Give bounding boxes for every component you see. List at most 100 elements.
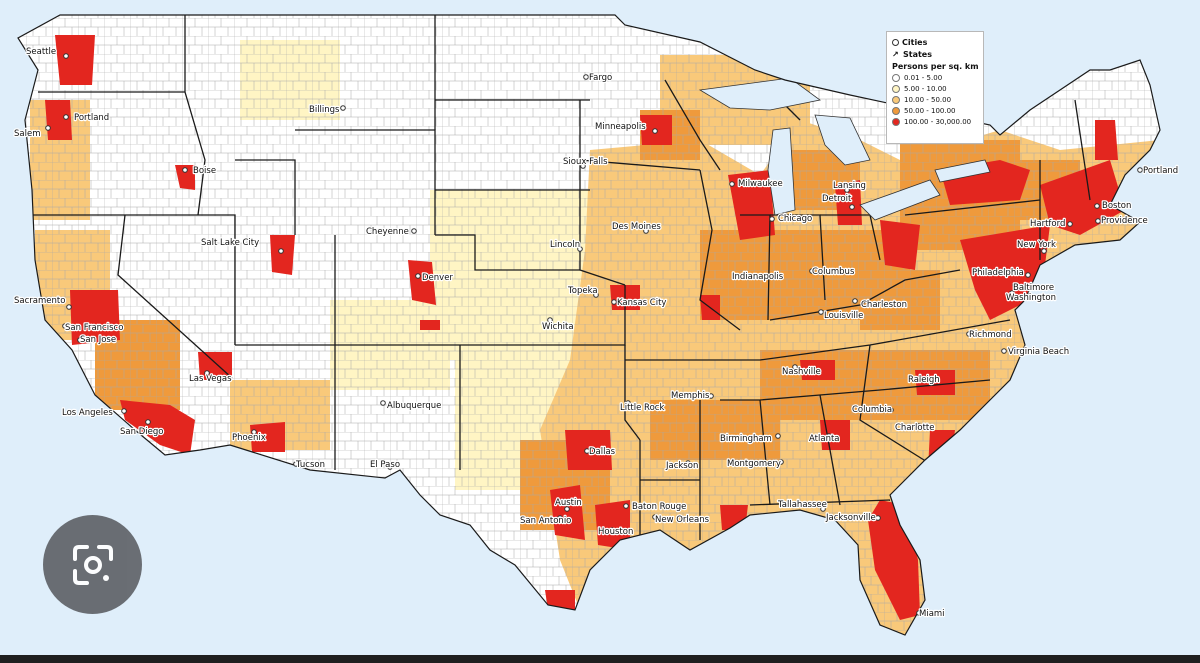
city-dot [564, 506, 570, 512]
city-marker: Little Rock [619, 400, 666, 414]
city-layer: Seattle Portland Salem Boise Billings Fargo Mi… [13, 46, 1180, 620]
city-label: Columbus [812, 267, 855, 277]
city-dot [415, 273, 421, 279]
city-dot [778, 459, 784, 465]
city-marker: Indianapolis [731, 271, 785, 283]
city-dot [1095, 218, 1101, 224]
city-label: Salt Lake City [201, 238, 259, 248]
city-marker: Las Vegas [188, 370, 233, 385]
city-dot [685, 460, 691, 466]
legend-title: Persons per sq. km [892, 61, 979, 71]
city-label: Nashville [782, 367, 821, 377]
city-marker: Des Moines [611, 221, 663, 234]
city-dot [625, 400, 631, 406]
city-marker: Atlanta [808, 433, 841, 445]
city-label: Baton Rouge [632, 502, 686, 512]
city-marker: Salt Lake City [200, 237, 284, 254]
city-label: Cheyenne [366, 227, 409, 237]
city-marker: Portland [1137, 165, 1179, 177]
city-dot [63, 114, 69, 120]
legend-swatch [892, 106, 900, 115]
city-dot [251, 429, 257, 435]
city-label: Indianapolis [732, 272, 784, 282]
city-dot [875, 515, 881, 521]
legend-class-entry: 10.00 - 50.00 [892, 94, 978, 105]
city-marker: Sacramento [13, 295, 72, 310]
city-dot [66, 304, 72, 310]
legend-class-label: 0.01 - 5.00 [904, 73, 943, 82]
city-label: Richmond [969, 330, 1012, 340]
city-dot [818, 309, 824, 315]
map-legend: Cities ↗ States Persons per sq. km 0.01 … [886, 31, 984, 144]
city-marker: Fargo [583, 72, 613, 84]
city-marker: Wichita [541, 317, 575, 333]
city-label: El Paso [370, 460, 400, 470]
city-label: Portland [74, 113, 109, 123]
city-label: Los Angeles [62, 408, 113, 418]
city-dot [1041, 248, 1047, 254]
city-marker: Billings [308, 104, 346, 116]
city-dot [1067, 221, 1073, 227]
city-label: Phoenix [232, 433, 266, 443]
city-marker: Los Angeles [61, 407, 127, 419]
city-marker: Chicago [769, 213, 813, 225]
city-dot [623, 503, 629, 509]
city-marker: Phoenix [231, 429, 267, 444]
city-label: Sacramento [14, 296, 65, 306]
city-label: Montgomery [727, 459, 781, 469]
bottom-bar [0, 655, 1200, 663]
city-label: Wichita [542, 322, 574, 332]
city-dot [293, 461, 299, 467]
google-lens-button[interactable] [43, 515, 142, 614]
city-marker: Boston [1094, 200, 1133, 212]
city-marker: Baltimore [1012, 282, 1056, 294]
legend-class-label: 50.00 - 100.00 [904, 106, 956, 115]
state-borders [30, 15, 1091, 540]
city-dot [764, 273, 770, 279]
city-marker: Miami [916, 608, 946, 620]
city-marker: Memphis [670, 390, 714, 402]
city-dot [557, 515, 563, 521]
legend-class-entry: 0.01 - 5.00 [892, 72, 978, 83]
city-marker: Nashville [781, 364, 822, 378]
city-marker: Montgomery [726, 458, 784, 470]
city-dot [769, 216, 775, 222]
city-label: Jacksonville [825, 513, 876, 523]
city-marker: Topeka [566, 285, 599, 298]
city-label: Memphis [671, 391, 710, 401]
city-marker: Hartford [1029, 218, 1073, 230]
city-marker: New York [1016, 239, 1057, 254]
city-marker: New Orleans [652, 514, 711, 526]
city-dot [652, 128, 658, 134]
city-label: Raleigh [908, 375, 940, 385]
city-dot [849, 204, 855, 210]
city-dot [1137, 167, 1143, 173]
city-label: San Francisco [65, 323, 123, 333]
city-label: Chicago [778, 214, 812, 224]
city-label: Salem [14, 129, 40, 139]
city-marker: Tallahassee [776, 499, 828, 512]
city-dot [62, 323, 68, 329]
legend-swatch [892, 84, 900, 93]
city-dot [340, 105, 346, 111]
city-marker: Seattle [25, 46, 69, 59]
city-label: Tucson [295, 460, 325, 470]
city-dot [729, 181, 735, 187]
city-label: Columbia [852, 405, 892, 415]
city-label: Des Moines [612, 222, 661, 232]
city-label: Tallahassee [777, 500, 827, 510]
city-dot [1009, 290, 1015, 296]
city-label: New Orleans [655, 515, 710, 525]
city-dot [1094, 203, 1100, 209]
city-marker: Richmond [966, 329, 1013, 341]
city-dot [121, 408, 127, 414]
city-marker: Birmingham [719, 433, 781, 445]
city-label: Louisville [824, 311, 863, 321]
city-marker: San Diego [119, 419, 165, 438]
city-label: Atlanta [809, 434, 840, 444]
city-label: Miami [919, 609, 945, 619]
legend-class-label: 5.00 - 10.00 [904, 84, 947, 93]
city-label: Portland [1143, 166, 1178, 176]
city-label: Washington [1006, 293, 1056, 303]
legend-states-label: States [903, 49, 932, 59]
